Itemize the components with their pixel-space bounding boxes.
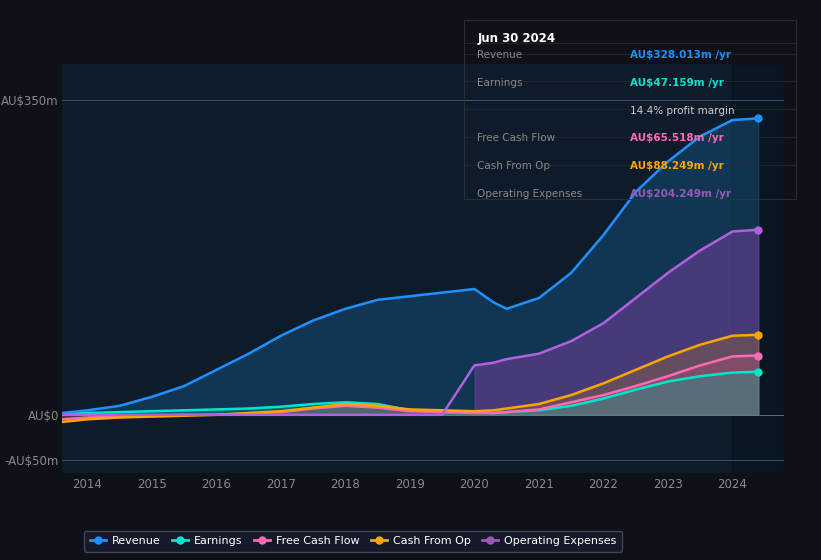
Text: Earnings: Earnings (477, 78, 523, 88)
Legend: Revenue, Earnings, Free Cash Flow, Cash From Op, Operating Expenses: Revenue, Earnings, Free Cash Flow, Cash … (84, 530, 622, 552)
Text: AU$204.249m /yr: AU$204.249m /yr (631, 189, 732, 199)
Text: 14.4% profit margin: 14.4% profit margin (631, 106, 735, 115)
Text: Operating Expenses: Operating Expenses (477, 189, 582, 199)
Bar (732, 64, 784, 473)
Text: AU$328.013m /yr: AU$328.013m /yr (631, 50, 732, 60)
Text: Jun 30 2024: Jun 30 2024 (477, 32, 555, 45)
Text: AU$88.249m /yr: AU$88.249m /yr (631, 161, 724, 171)
Text: Free Cash Flow: Free Cash Flow (477, 133, 555, 143)
Text: Revenue: Revenue (477, 50, 522, 60)
Text: Cash From Op: Cash From Op (477, 161, 550, 171)
Text: AU$47.159m /yr: AU$47.159m /yr (631, 78, 724, 88)
Text: AU$65.518m /yr: AU$65.518m /yr (631, 133, 724, 143)
